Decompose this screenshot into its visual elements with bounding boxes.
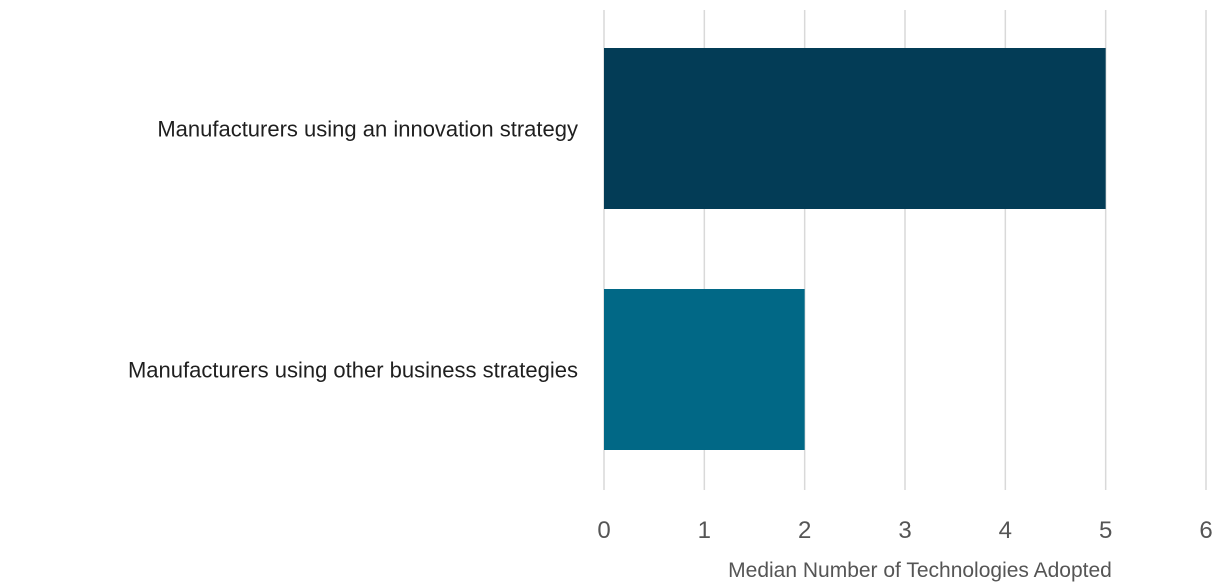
x-tick-label-4: 4 xyxy=(999,517,1012,544)
bar-0 xyxy=(604,48,1106,209)
x-tick-label-2: 2 xyxy=(798,517,811,544)
x-tick-label-1: 1 xyxy=(698,517,711,544)
x-tick-label-6: 6 xyxy=(1199,517,1212,544)
x-tick-label-0: 0 xyxy=(597,517,610,544)
x-tick-label-3: 3 xyxy=(898,517,911,544)
x-axis-title: Median Number of Technologies Adopted xyxy=(728,559,1112,582)
bars xyxy=(604,48,1106,450)
category-label-0: Manufacturers using an innovation strate… xyxy=(157,117,578,142)
x-tick-label-5: 5 xyxy=(1099,517,1112,544)
bar-1 xyxy=(604,289,805,450)
category-label-1: Manufacturers using other business strat… xyxy=(128,358,578,383)
category-labels: Manufacturers using an innovation strate… xyxy=(128,117,578,383)
x-tick-labels: 0 1 2 3 4 5 6 xyxy=(597,517,1212,544)
